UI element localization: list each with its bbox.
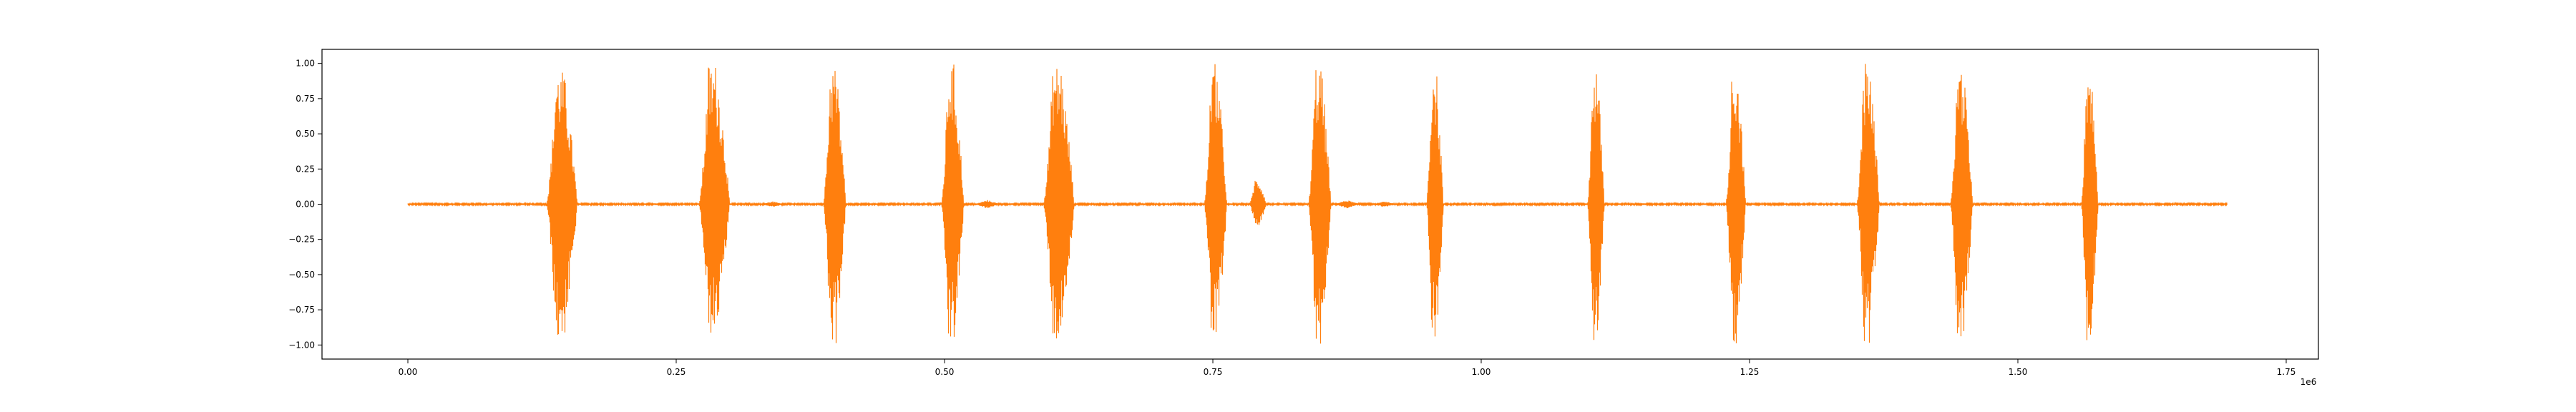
y-tick-label: −0.25 xyxy=(288,235,315,245)
x-tick-label: 0.00 xyxy=(399,367,418,377)
x-tick-label: 1.75 xyxy=(2277,367,2296,377)
x-tick-label: 1.00 xyxy=(1472,367,1491,377)
x-tick-label: 1.50 xyxy=(2009,367,2028,377)
y-tick-label: 0.25 xyxy=(296,164,315,174)
x-axis-offset-label: 1e6 xyxy=(2301,377,2317,387)
x-tick-label: 0.50 xyxy=(935,367,955,377)
x-tick-label: 0.75 xyxy=(1204,367,1223,377)
y-tick-label: −0.50 xyxy=(288,270,315,280)
y-tick-label: −1.00 xyxy=(288,340,315,350)
x-tick-label: 1.25 xyxy=(1740,367,1760,377)
x-axis: 0.00 0.25 0.50 0.75 1.00 1.25 1.50 1.75 xyxy=(399,359,2296,377)
x-tick-label: 0.25 xyxy=(667,367,686,377)
y-tick-label: 0.00 xyxy=(296,200,315,210)
y-tick-label: 0.50 xyxy=(296,129,315,139)
y-tick-label: 0.75 xyxy=(296,94,315,104)
y-tick-label: −0.75 xyxy=(288,305,315,315)
y-axis: 1.00 0.75 0.50 0.25 0.00 −0.25 −0.50 −0.75 −1.00 xyxy=(288,59,322,350)
plot-area xyxy=(407,64,2228,344)
waveform-series xyxy=(407,64,2228,344)
y-tick-label: 1.00 xyxy=(296,59,315,69)
